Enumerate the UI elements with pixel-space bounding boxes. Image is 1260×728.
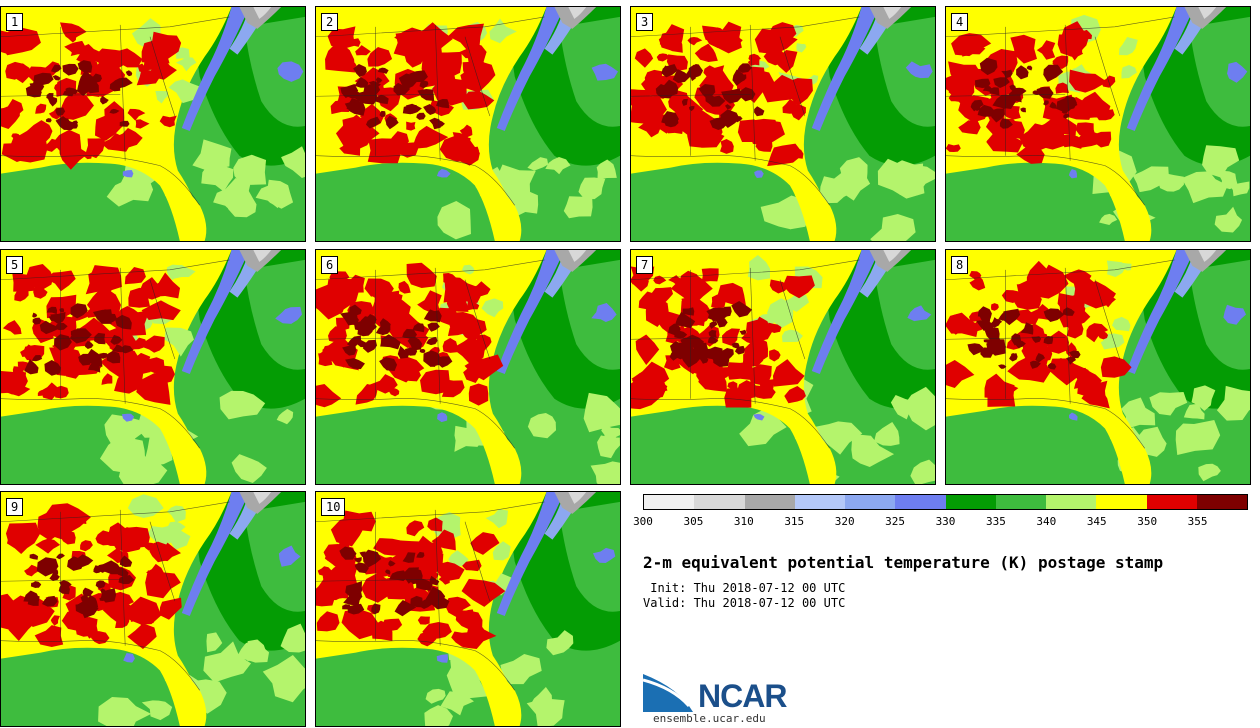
member-stamp: 5 <box>0 249 306 485</box>
member-number: 8 <box>951 256 969 274</box>
member-number: 9 <box>6 498 24 516</box>
member-number: 4 <box>951 13 969 31</box>
member-number: 10 <box>321 498 346 516</box>
colorbar-segment <box>845 495 896 509</box>
ncar-logo-text: NCAR <box>698 678 787 714</box>
member-number: 6 <box>321 256 339 274</box>
colorbar-tick-label: 335 <box>985 515 1006 528</box>
member-stamp: 9 <box>0 491 306 727</box>
member-number: 5 <box>6 256 24 274</box>
colorbar-tick-label: 350 <box>1137 515 1158 528</box>
colorbar-segment <box>995 495 1046 509</box>
colorbar-tick-label: 315 <box>784 515 805 528</box>
member-number: 7 <box>636 256 654 274</box>
colorbar-tick-label: 310 <box>733 515 754 528</box>
colorbar-tick-label: 345 <box>1086 515 1107 528</box>
member-stamp: 8 <box>945 249 1251 485</box>
colorbar <box>643 494 1248 510</box>
member-stamp: 1 <box>0 6 306 242</box>
theta-e-field-map <box>946 7 1250 241</box>
colorbar-segment <box>1196 495 1247 509</box>
theta-e-field-map <box>631 7 935 241</box>
member-number: 1 <box>6 13 24 31</box>
colorbar-segment <box>945 495 996 509</box>
colorbar-tick-label: 300 <box>633 515 653 528</box>
colorbar-segment <box>694 495 745 509</box>
theta-e-field-map <box>316 250 620 484</box>
colorbar-tick-label: 305 <box>683 515 704 528</box>
member-stamp: 6 <box>315 249 621 485</box>
colorbar-segment <box>644 495 695 509</box>
colorbar-segment <box>1046 495 1097 509</box>
figure-title: 2-m equivalent potential temperature (K)… <box>643 553 1164 572</box>
colorbar-tick-label: 330 <box>935 515 956 528</box>
member-number: 2 <box>321 13 339 31</box>
init-time: Init: Thu 2018-07-12 00 UTC <box>643 581 846 595</box>
member-stamp: 7 <box>630 249 936 485</box>
colorbar-segment <box>744 495 795 509</box>
colorbar-segment <box>794 495 845 509</box>
theta-e-field-map <box>1 250 305 484</box>
member-stamp: 10 <box>315 491 621 727</box>
member-stamp: 4 <box>945 6 1251 242</box>
theta-e-field-map <box>1 492 305 726</box>
theta-e-field-map <box>631 250 935 484</box>
colorbar-tick-label: 320 <box>834 515 855 528</box>
member-stamp: 3 <box>630 6 936 242</box>
theta-e-field-map <box>316 7 620 241</box>
ensemble-url: ensemble.ucar.edu <box>653 712 766 725</box>
colorbar-segment <box>1146 495 1197 509</box>
theta-e-field-map <box>946 250 1250 484</box>
member-number: 3 <box>636 13 654 31</box>
ncar-logo-icon <box>643 674 693 712</box>
valid-time: Valid: Thu 2018-07-12 00 UTC <box>643 596 846 610</box>
colorbar-tick-label: 340 <box>1036 515 1057 528</box>
member-stamp: 2 <box>315 6 621 242</box>
theta-e-field-map <box>316 492 620 726</box>
colorbar-tick-label: 325 <box>885 515 906 528</box>
colorbar-segment <box>895 495 946 509</box>
colorbar-segment <box>1096 495 1147 509</box>
colorbar-tick-label: 355 <box>1187 515 1208 528</box>
theta-e-field-map <box>1 7 305 241</box>
